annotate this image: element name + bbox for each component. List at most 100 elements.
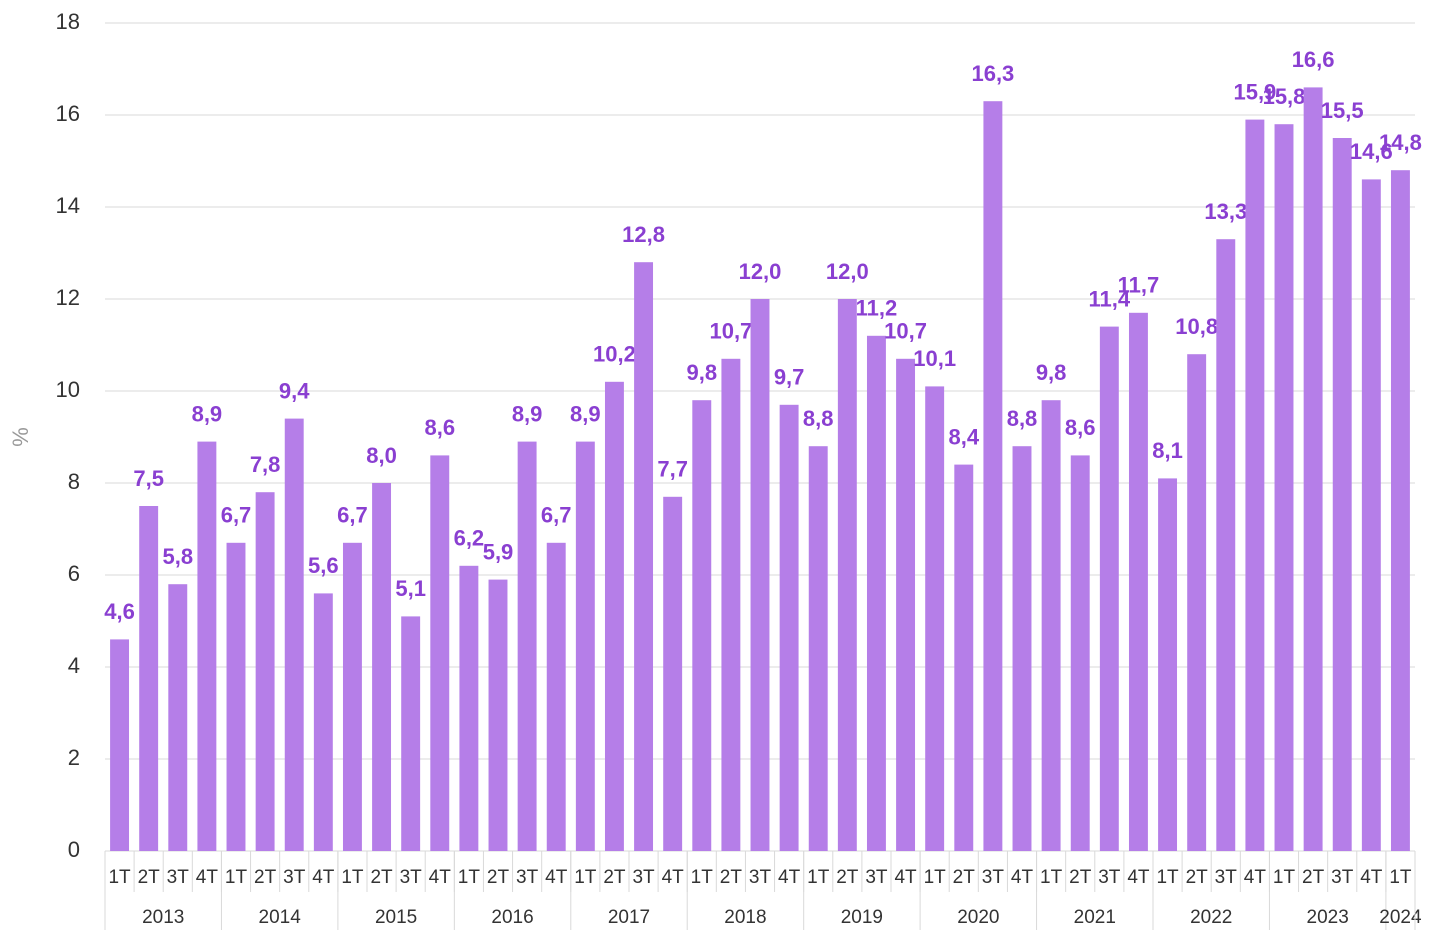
data-label: 11,4 <box>1089 286 1131 311</box>
y-tick-label: 2 <box>68 745 80 770</box>
x-tick-label: 3T <box>167 867 190 888</box>
data-label: 13,3 <box>1204 199 1247 224</box>
data-label: 8,9 <box>512 401 543 426</box>
x-tick-label: 3T <box>1215 867 1238 888</box>
data-label: 7,8 <box>250 452 281 477</box>
x-tick-label: 1T <box>691 867 714 888</box>
data-label: 8,8 <box>803 406 834 431</box>
data-label: 10,7 <box>709 319 752 344</box>
bar <box>1128 312 1148 851</box>
x-group-label: 2014 <box>259 907 302 928</box>
x-tick-label: 4T <box>1360 867 1383 888</box>
data-label: 9,8 <box>686 360 717 385</box>
bar <box>1332 138 1352 851</box>
x-tick-label: 4T <box>545 867 568 888</box>
x-tick-label: 1T <box>1040 867 1063 888</box>
bar <box>575 441 595 851</box>
bar <box>692 400 712 851</box>
x-tick-label: 2T <box>1186 867 1209 888</box>
bar <box>459 565 479 851</box>
x-tick-label: 3T <box>400 867 423 888</box>
data-label: 7,5 <box>133 466 164 491</box>
x-group-label: 2019 <box>841 907 883 928</box>
data-label: 12,8 <box>622 222 665 247</box>
y-axis-title: % <box>8 427 33 447</box>
data-label: 11,2 <box>856 296 898 321</box>
data-label: 5,9 <box>483 539 514 564</box>
bar <box>866 335 886 851</box>
x-tick-label: 4T <box>894 867 917 888</box>
x-group-label: 2013 <box>142 907 184 928</box>
x-tick-label: 2T <box>836 867 859 888</box>
x-tick-label: 4T <box>1127 867 1150 888</box>
bar <box>983 101 1003 851</box>
bar <box>1070 455 1090 851</box>
x-group-label: 2024 <box>1379 907 1422 928</box>
bar <box>197 441 217 851</box>
x-tick-label: 4T <box>778 867 801 888</box>
bar <box>1303 87 1323 851</box>
x-tick-label: 1T <box>341 867 364 888</box>
y-tick-label: 16 <box>56 101 80 126</box>
data-label: 11,7 <box>1118 273 1160 298</box>
bar <box>313 593 333 851</box>
bar <box>255 492 275 851</box>
x-tick-label: 3T <box>749 867 772 888</box>
data-label: 8,0 <box>366 443 397 468</box>
x-tick-label: 2T <box>953 867 976 888</box>
bar <box>954 464 974 851</box>
x-group-label: 2016 <box>491 907 533 928</box>
data-label: 10,1 <box>913 346 956 371</box>
data-label: 8,6 <box>1065 415 1096 440</box>
x-tick-label: 4T <box>1011 867 1034 888</box>
x-tick-label: 4T <box>312 867 335 888</box>
bar <box>1158 478 1178 851</box>
data-label: 5,1 <box>395 576 426 601</box>
data-label: 16,3 <box>971 61 1014 86</box>
x-tick-label: 2T <box>603 867 626 888</box>
x-group-label: 2020 <box>957 907 999 928</box>
bar <box>1390 170 1410 851</box>
data-label: 15,9 <box>1233 79 1276 104</box>
y-tick-label: 10 <box>56 377 80 402</box>
x-tick-label: 3T <box>865 867 888 888</box>
data-label: 6,7 <box>337 503 368 528</box>
data-label: 6,7 <box>541 503 572 528</box>
y-tick-label: 14 <box>56 193 80 218</box>
data-label: 15,8 <box>1263 84 1306 109</box>
x-tick-label: 1T <box>1156 867 1179 888</box>
x-group-label: 2022 <box>1190 907 1232 928</box>
x-tick-label: 1T <box>924 867 947 888</box>
y-tick-label: 8 <box>68 469 80 494</box>
data-label: 14,6 <box>1350 139 1393 164</box>
bar <box>517 441 537 851</box>
bar <box>750 299 770 851</box>
x-tick-label: 3T <box>1098 867 1121 888</box>
x-tick-label: 3T <box>516 867 539 888</box>
bar <box>1187 354 1207 851</box>
bar <box>546 542 566 851</box>
x-tick-label: 4T <box>429 867 452 888</box>
x-tick-label: 1T <box>108 867 131 888</box>
bar <box>1274 124 1294 851</box>
data-label: 4,6 <box>104 599 135 624</box>
data-label: 8,9 <box>570 401 601 426</box>
bar <box>488 579 508 851</box>
bar <box>779 404 799 851</box>
data-label: 6,2 <box>454 526 485 551</box>
data-label: 8,9 <box>192 401 223 426</box>
bar <box>896 358 916 851</box>
x-group-label: 2023 <box>1307 907 1349 928</box>
x-tick-label: 4T <box>196 867 219 888</box>
x-tick-label: 2T <box>720 867 743 888</box>
data-label: 7,7 <box>657 457 688 482</box>
x-group-label: 2017 <box>608 907 650 928</box>
bar <box>1361 179 1381 851</box>
data-label: 16,6 <box>1292 47 1335 72</box>
bar <box>663 496 683 851</box>
data-label: 5,6 <box>308 553 339 578</box>
bar <box>372 483 392 851</box>
bar <box>168 584 188 851</box>
data-label: 8,8 <box>1007 406 1038 431</box>
y-tick-label: 18 <box>56 9 80 34</box>
